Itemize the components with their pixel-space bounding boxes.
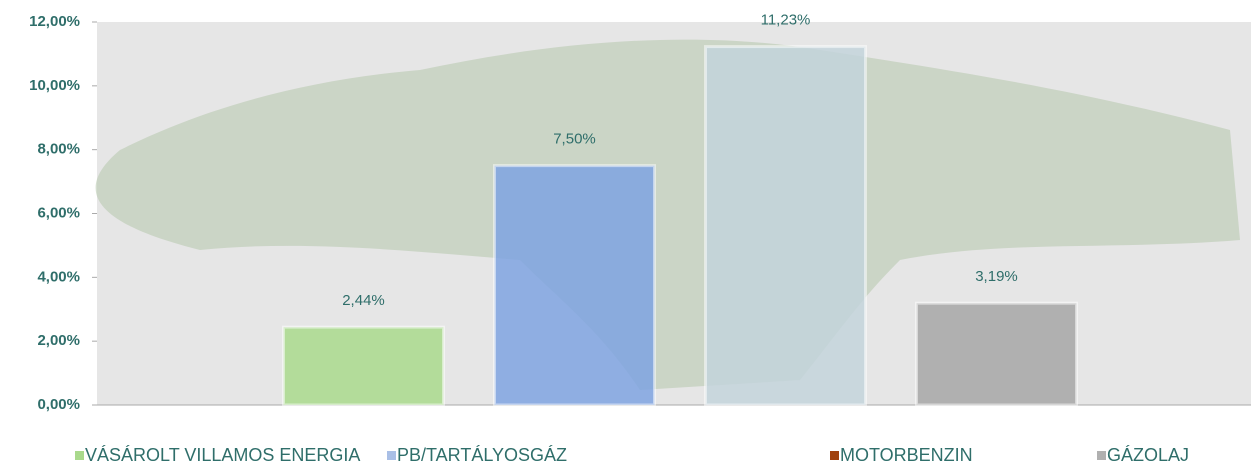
y-tick-label: 12,00% — [29, 13, 80, 30]
legend-label: PB/TARTÁLYOSGÁZ — [397, 445, 567, 465]
bar — [704, 45, 867, 407]
bar — [282, 325, 445, 407]
y-tick-label: 6,00% — [37, 204, 80, 221]
value-label: 2,44% — [342, 292, 385, 309]
y-tick-label: 2,00% — [37, 332, 80, 349]
value-label: 11,23% — [761, 12, 811, 29]
bar — [915, 301, 1078, 407]
legend-label: MOTORBENZIN — [840, 445, 973, 465]
value-label: 3,19% — [975, 268, 1018, 285]
legend-label: VÁSÁROLT VILLAMOS ENERGIA — [85, 445, 360, 465]
legend-marker — [75, 451, 84, 460]
bar — [493, 164, 656, 407]
y-tick-label: 8,00% — [37, 141, 80, 158]
legend-marker — [830, 451, 839, 460]
legend-label: GÁZOLAJ — [1107, 445, 1189, 465]
tree-watermark — [95, 39, 1240, 390]
legend-marker — [1097, 451, 1106, 460]
y-tick-label: 0,00% — [37, 396, 80, 413]
y-tick-label: 4,00% — [37, 268, 80, 285]
legend-marker — [387, 451, 396, 460]
value-label: 7,50% — [553, 131, 596, 148]
y-tick-label: 10,00% — [29, 77, 80, 94]
